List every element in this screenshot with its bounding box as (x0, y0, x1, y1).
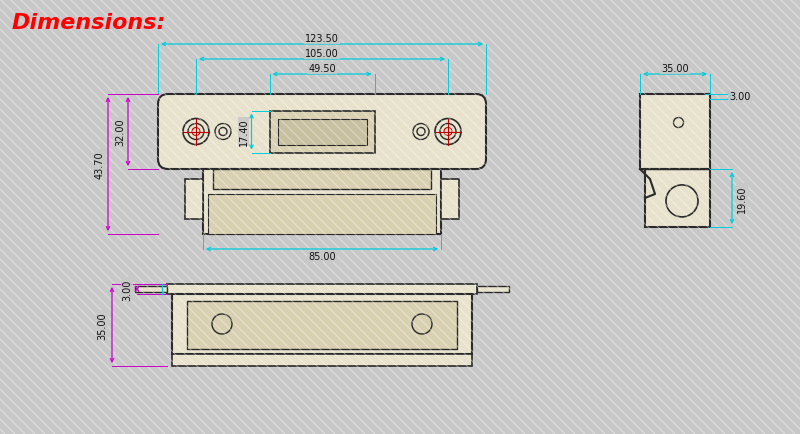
Text: 43.70: 43.70 (95, 151, 105, 178)
Bar (167, 284, 477, 294)
Text: 105.00: 105.00 (305, 49, 339, 59)
Text: 32.00: 32.00 (115, 118, 125, 146)
Text: 49.50: 49.50 (308, 64, 336, 74)
Bar (203, 170, 441, 234)
Bar (477, 286, 509, 293)
Bar (645, 170, 710, 227)
Bar (441, 180, 459, 220)
Bar (172, 354, 472, 366)
Bar (213, 170, 431, 190)
Text: 35.00: 35.00 (661, 64, 689, 74)
Bar (270, 111, 374, 153)
FancyBboxPatch shape (158, 95, 486, 170)
Text: 123.50: 123.50 (305, 34, 339, 44)
Text: 85.00: 85.00 (308, 251, 336, 261)
Bar (185, 180, 203, 220)
Bar (187, 301, 457, 349)
Bar (135, 286, 167, 293)
Text: 3.00: 3.00 (122, 279, 132, 300)
Text: 3.00: 3.00 (730, 92, 750, 102)
Bar (640, 95, 710, 170)
Text: 17.40: 17.40 (238, 118, 249, 146)
Text: 35.00: 35.00 (97, 312, 107, 339)
Text: 19.60: 19.60 (737, 185, 747, 212)
Bar (278, 119, 366, 145)
Bar (208, 194, 436, 234)
Text: Dimensions:: Dimensions: (12, 13, 166, 33)
Bar (172, 294, 472, 354)
